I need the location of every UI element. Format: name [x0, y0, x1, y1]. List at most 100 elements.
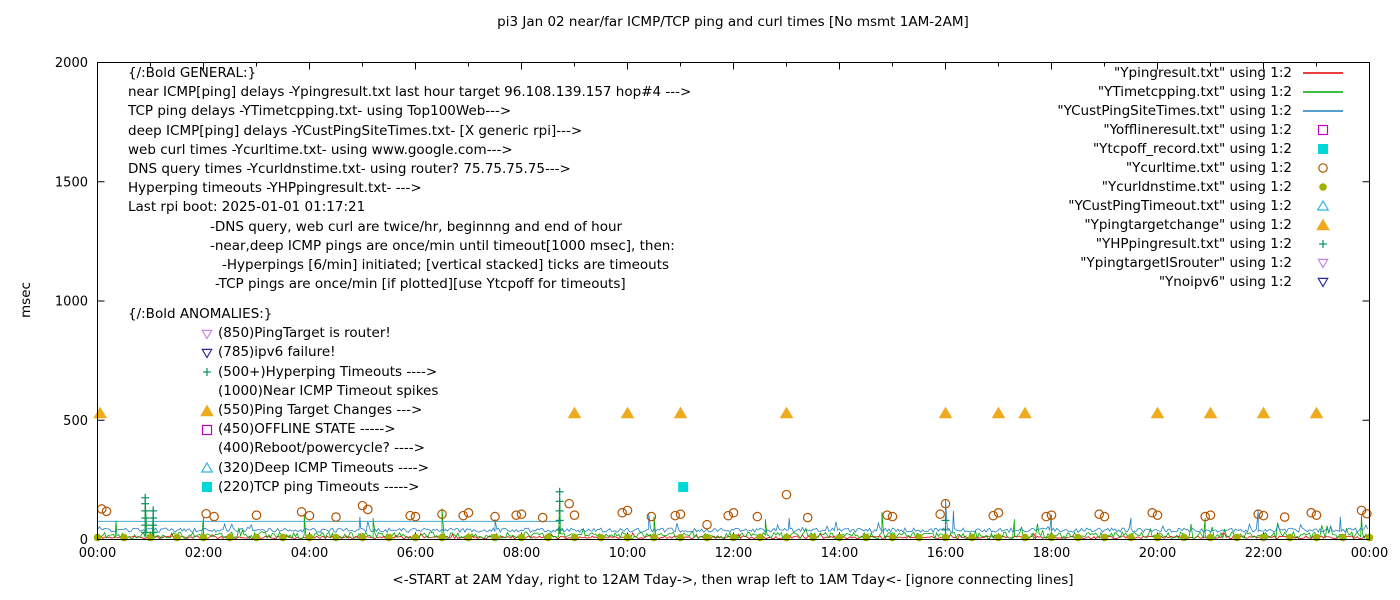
legend-marker-ocircle-icon [1318, 162, 1328, 173]
annotation-line: -near,deep ICMP pings are once/min until… [210, 237, 675, 254]
annotation-line: {/:Bold GENERAL:} [128, 65, 257, 81]
legend-marker-osquare-icon [1317, 124, 1329, 135]
x-tick-label: 12:00 [715, 546, 752, 561]
anomaly-line: (450)OFFLINE STATE -----> [198, 420, 438, 439]
legend-label: "Ynoipv6" using 1:2 [1158, 273, 1292, 290]
legend-label: "YHPpingresult.txt" using 1:2 [1095, 235, 1292, 252]
anomaly-text: (450)OFFLINE STATE -----> [218, 421, 396, 438]
anomaly-text: (400)Reboot/powercycle? ----> [218, 440, 425, 457]
chart-title: pi3 Jan 02 near/far ICMP/TCP ping and cu… [497, 14, 969, 30]
anomaly-marker-plus-icon [203, 368, 211, 377]
series-points-Ypingtargetchange [93, 406, 1324, 419]
legend-item: "Ypingresult.txt" using 1:2 [1057, 63, 1346, 82]
legend-label: "YCustPingSiteTimes.txt" using 1:2 [1057, 102, 1292, 119]
anomaly-text: (500+)Hyperping Timeouts ----> [218, 363, 438, 380]
legend-marker-line-icon [1303, 109, 1343, 112]
y-tick-label: 500 [63, 414, 88, 429]
anomalies-heading: {/:Bold ANOMALIES:} [128, 306, 273, 322]
anomaly-marker-fsquare-icon [202, 482, 212, 493]
anomaly-line: (785)ipv6 failure! [198, 343, 438, 362]
annotation-line: deep ICMP[ping] delays -YCustPingSiteTim… [128, 122, 583, 139]
legend-item: "YpingtargetISrouter" using 1:2 [1057, 253, 1346, 272]
legend-marker-otri-icon [1316, 199, 1330, 211]
anomaly-marker-otri-icon [200, 461, 214, 473]
x-tick-label: 08:00 [503, 546, 540, 561]
series-points-Ycurldnstime.txt [93, 533, 1374, 542]
y-tick-label: 1000 [55, 295, 88, 310]
anomaly-text: (1000)Near ICMP Timeout spikes [218, 382, 439, 399]
legend-label: "YpingtargetISrouter" using 1:2 [1080, 254, 1292, 271]
anomaly-line: (400)Reboot/powercycle? ----> [198, 439, 438, 458]
legend-item: "Ypingtargetchange" using 1:2 [1057, 215, 1346, 234]
anomaly-text: (850)PingTarget is router! [218, 325, 391, 342]
legend-item: "YTimetcpping.txt" using 1:2 [1057, 82, 1346, 101]
legend-marker-plus-icon [1319, 239, 1327, 248]
series-points-Ytcpoff_record.txt [678, 482, 689, 493]
anomaly-marker-otrid-icon [201, 329, 213, 340]
series-points-Ycurltime.txt [96, 489, 1372, 530]
anomaly-marker-otrid-icon [201, 348, 213, 359]
anomaly-line: (1000)Near ICMP Timeout spikes [198, 382, 438, 401]
x-tick-label: 16:00 [927, 546, 964, 561]
legend-item: "YHPpingresult.txt" using 1:2 [1057, 234, 1346, 253]
legend-label: "Ycurldnstime.txt" using 1:2 [1101, 178, 1292, 195]
x-tick-label: 20:00 [1139, 546, 1176, 561]
legend-label: "Ypingresult.txt" using 1:2 [1114, 64, 1292, 81]
series-line-YCustPingSiteTimes.txt [97, 498, 1369, 534]
legend-marker-fsquare-icon [1318, 143, 1328, 154]
annotation-line: near ICMP[ping] delays -Ypingresult.txt … [128, 84, 692, 101]
annotation-line: -Hyperpings [6/min] initiated; [vertical… [222, 257, 670, 274]
anomaly-line: (220)TCP ping Timeouts -----> [198, 478, 438, 497]
x-tick-label: 06:00 [397, 546, 434, 561]
series-points-YHPpingresult.txt [141, 487, 950, 537]
anomaly-marker-none [198, 383, 216, 399]
anomaly-annotations: {/:Bold ANOMALIES:} (850)PingTarget is ro… [128, 305, 438, 497]
y-tick-label: 2000 [55, 56, 88, 71]
anomaly-text: (550)Ping Target Changes ---> [218, 401, 423, 418]
legend-marker-line-icon [1303, 90, 1343, 93]
x-tick-label: 00:00 [79, 546, 116, 561]
annotation-line: -TCP pings are once/min [if plotted][use… [215, 276, 626, 293]
anomaly-marker-osquare-icon [201, 424, 213, 435]
annotation-line: -DNS query, web curl are twice/hr, begin… [210, 218, 623, 235]
annotation-line: Hyperping timeouts -YHPpingresult.txt- -… [128, 180, 422, 197]
legend-label: "Ycurltime.txt" using 1:2 [1125, 159, 1292, 176]
anomaly-text: (785)ipv6 failure! [218, 344, 336, 361]
anomaly-line: (500+)Hyperping Timeouts ----> [198, 363, 438, 382]
anomaly-text: (220)TCP ping Timeouts -----> [218, 478, 420, 495]
x-tick-label: 02:00 [185, 546, 222, 561]
legend-label: "Ytcpoff_record.txt" using 1:2 [1092, 140, 1292, 157]
x-tick-label: 22:00 [1245, 546, 1282, 561]
anomaly-marker-ftri-icon [200, 404, 214, 416]
legend-item: "Yofflineresult.txt" using 1:2 [1057, 120, 1346, 139]
legend-label: "Ypingtargetchange" using 1:2 [1084, 216, 1292, 233]
anomaly-marker-none [198, 441, 216, 457]
annotation-line: Last rpi boot: 2025-01-01 01:17:21 [128, 199, 366, 216]
legend-label: "YCustPingTimeout.txt" using 1:2 [1068, 197, 1292, 214]
legend-marker-fcircle-icon [1319, 182, 1327, 191]
x-tick-label: 10:00 [609, 546, 646, 561]
y-tick-label: 0 [80, 533, 88, 548]
anomaly-line: (550)Ping Target Changes ---> [198, 401, 438, 420]
y-tick-label: 1500 [55, 175, 88, 190]
legend-marker-otrid-icon [1317, 258, 1329, 269]
legend-item: "Ycurltime.txt" using 1:2 [1057, 158, 1346, 177]
legend-item: "YCustPingSiteTimes.txt" using 1:2 [1057, 101, 1346, 120]
plot-border [97, 62, 1370, 540]
legend-item: "Ytcpoff_record.txt" using 1:2 [1057, 139, 1346, 158]
x-tick-label: 04:00 [291, 546, 328, 561]
legend-item: "Ynoipv6" using 1:2 [1057, 272, 1346, 291]
general-annotations: {/:Bold GENERAL:} near ICMP[ping] delays … [128, 64, 691, 294]
anomaly-line: (320)Deep ICMP Timeouts ----> [198, 459, 438, 478]
annotation-line: DNS query times -Ycurldnstime.txt- using… [128, 161, 571, 178]
x-tick-label: 14:00 [821, 546, 858, 561]
anomaly-text: (320)Deep ICMP Timeouts ----> [218, 459, 429, 476]
x-tick-label: 18:00 [1033, 546, 1070, 561]
legend-item: "Ycurldnstime.txt" using 1:2 [1057, 177, 1346, 196]
legend: "Ypingresult.txt" using 1:2 "YTimetcpping… [1057, 63, 1346, 291]
annotation-line: web curl times -Ycurltime.txt- using www… [128, 141, 513, 158]
x-tick-label: 00:00 [1351, 546, 1388, 561]
x-axis-label: <-START at 2AM Yday, right to 12AM Tday-… [392, 572, 1074, 588]
